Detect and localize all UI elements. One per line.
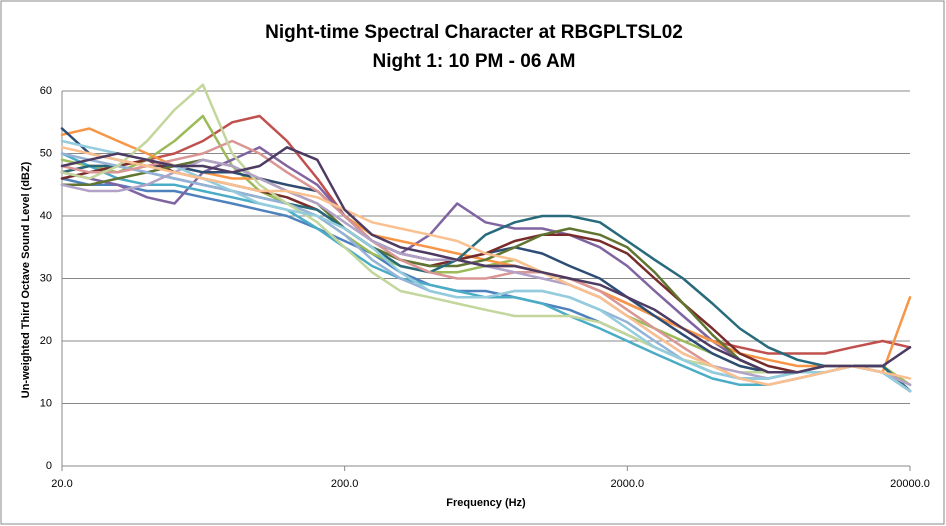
y-tick-label: 20	[40, 335, 52, 347]
y-tick-label: 50	[40, 147, 52, 159]
series-line	[60, 146, 912, 374]
series-line	[60, 146, 912, 387]
y-axis-title: Un-weighted Third Octave Sound Level (dB…	[20, 161, 32, 398]
y-tick-label: 40	[40, 210, 52, 222]
chart-title: Night-time Spectral Character at RBGPLTS…	[265, 22, 683, 43]
x-tick-label: 200.0	[331, 478, 359, 490]
x-tick-label: 20000.0	[890, 478, 930, 490]
y-tick-label: 60	[40, 85, 52, 97]
y-tick-label: 30	[40, 272, 52, 284]
x-tick-label: 2000.0	[611, 478, 645, 490]
x-tick-label: 20.0	[51, 478, 72, 490]
x-axis-title: Frequency (Hz)	[446, 497, 526, 509]
y-tick-label: 0	[46, 460, 52, 472]
chart-subtitle: Night 1: 10 PM - 06 AM	[372, 51, 575, 72]
y-tick-label: 10	[40, 397, 52, 409]
